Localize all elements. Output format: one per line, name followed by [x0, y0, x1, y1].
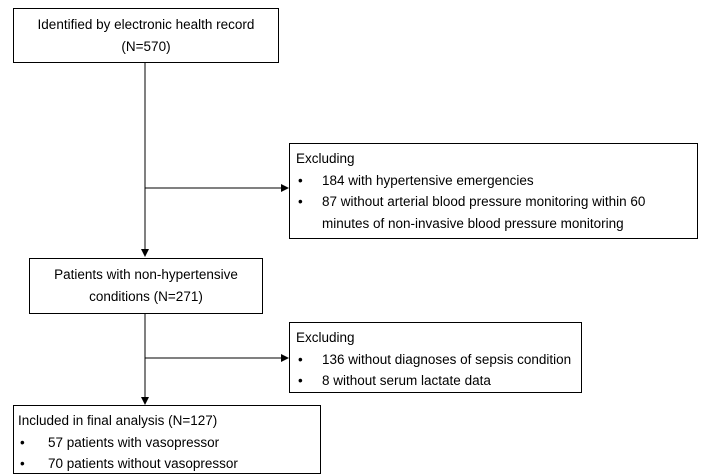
box-text: (N=570): [121, 38, 171, 54]
bullet-item: 87 without arterial blood pressure monit…: [296, 191, 693, 234]
bullet-item: 57 patients with vasopressor: [18, 432, 316, 454]
bullet-item: 8 without serum lactate data: [296, 370, 577, 392]
heading: Included in final analysis (N=127): [18, 413, 218, 428]
box-text: Patients with non-hypertensive: [54, 267, 238, 282]
exclusion-box: Excluding 184 with hypertensive emergenc…: [289, 143, 698, 239]
bullet-item: 184 with hypertensive emergencies: [296, 170, 693, 192]
heading: Excluding: [296, 151, 355, 166]
box: Included in final analysis (N=127) 57 pa…: [13, 405, 321, 474]
box: Identified by electronic health record (…: [13, 8, 279, 63]
heading: Excluding: [296, 330, 355, 345]
box: Patients with non-hypertensive condition…: [29, 258, 263, 314]
exclusion-box: Excluding 136 without diagnoses of sepsi…: [289, 322, 582, 393]
box-text: conditions (N=271): [89, 288, 203, 304]
bullet-item: 70 patients without vasopressor: [18, 453, 316, 474]
bullet-item: 136 without diagnoses of sepsis conditio…: [296, 349, 577, 371]
box-text: Identified by electronic health record: [37, 17, 255, 32]
